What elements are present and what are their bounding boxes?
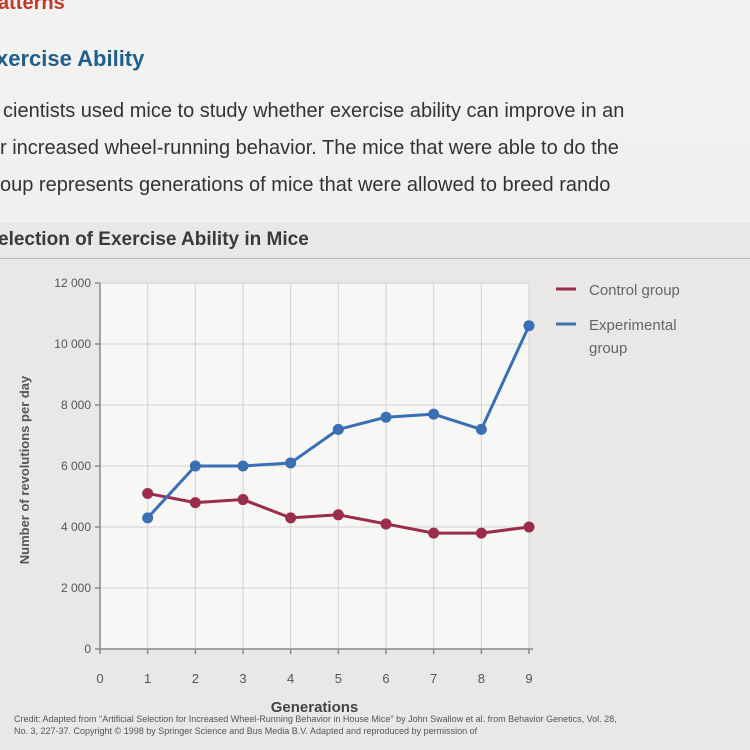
data-point-control	[428, 527, 440, 539]
data-point-control	[523, 521, 535, 533]
data-point-experimental	[523, 320, 535, 332]
data-point-experimental	[428, 408, 440, 420]
y-tick-label: 6 000	[61, 459, 91, 473]
y-tick-label: 12 000	[54, 276, 91, 290]
section-label: atterns	[0, 0, 65, 14]
x-axis-label: Generations	[271, 699, 359, 716]
y-tick-label: 10 000	[54, 337, 91, 351]
x-tick-label: 5	[335, 671, 342, 686]
intro-paragraph: cientists used mice to study whether exe…	[0, 93, 750, 204]
paragraph-line: oup represents generations of mice that …	[0, 174, 611, 196]
x-tick-label: 8	[478, 671, 485, 686]
data-point-experimental	[332, 423, 344, 435]
paragraph-line: r increased wheel-running behavior. The …	[0, 137, 619, 159]
data-point-experimental	[285, 457, 297, 469]
y-axis-label: Number of revolutions per day	[17, 375, 32, 564]
section-heading: xercise Ability	[0, 46, 145, 71]
y-tick-label: 0	[84, 642, 91, 656]
x-tick-label: 0	[96, 671, 103, 686]
x-tick-label: 4	[287, 671, 294, 686]
x-tick-label: 3	[239, 671, 246, 686]
legend-label: Experimental	[589, 317, 677, 334]
credit-line: No. 3, 227-37. Copyright © 1998 by Sprin…	[14, 726, 478, 736]
legend-label: Control group	[589, 282, 680, 299]
data-point-control	[189, 497, 201, 509]
figure-credit: Credit: Adapted from "Artificial Selecti…	[14, 713, 714, 737]
chart-title: election of Exercise Ability in Mice	[0, 229, 309, 250]
data-point-experimental	[380, 411, 392, 423]
data-point-control	[332, 509, 344, 521]
x-tick-label: 9	[525, 671, 532, 686]
x-tick-label: 1	[144, 671, 151, 686]
data-point-control	[285, 512, 297, 524]
data-point-control	[380, 518, 392, 530]
legend-label: group	[589, 340, 627, 357]
data-point-experimental	[189, 460, 201, 472]
data-point-experimental	[475, 423, 487, 435]
data-point-control	[142, 487, 154, 499]
data-point-control	[237, 494, 249, 506]
data-point-control	[475, 527, 487, 539]
data-point-experimental	[142, 512, 154, 524]
x-tick-label: 6	[382, 671, 389, 686]
y-tick-label: 4 000	[61, 520, 91, 534]
paragraph-line: cientists used mice to study whether exe…	[3, 100, 625, 122]
credit-line: Credit: Adapted from "Artificial Selecti…	[14, 714, 617, 724]
data-point-experimental	[237, 460, 249, 472]
x-tick-label: 2	[192, 671, 199, 686]
y-tick-label: 8 000	[61, 398, 91, 412]
x-tick-label: 7	[430, 671, 437, 686]
figure-title-rule	[0, 258, 750, 259]
y-tick-label: 2 000	[61, 581, 91, 595]
